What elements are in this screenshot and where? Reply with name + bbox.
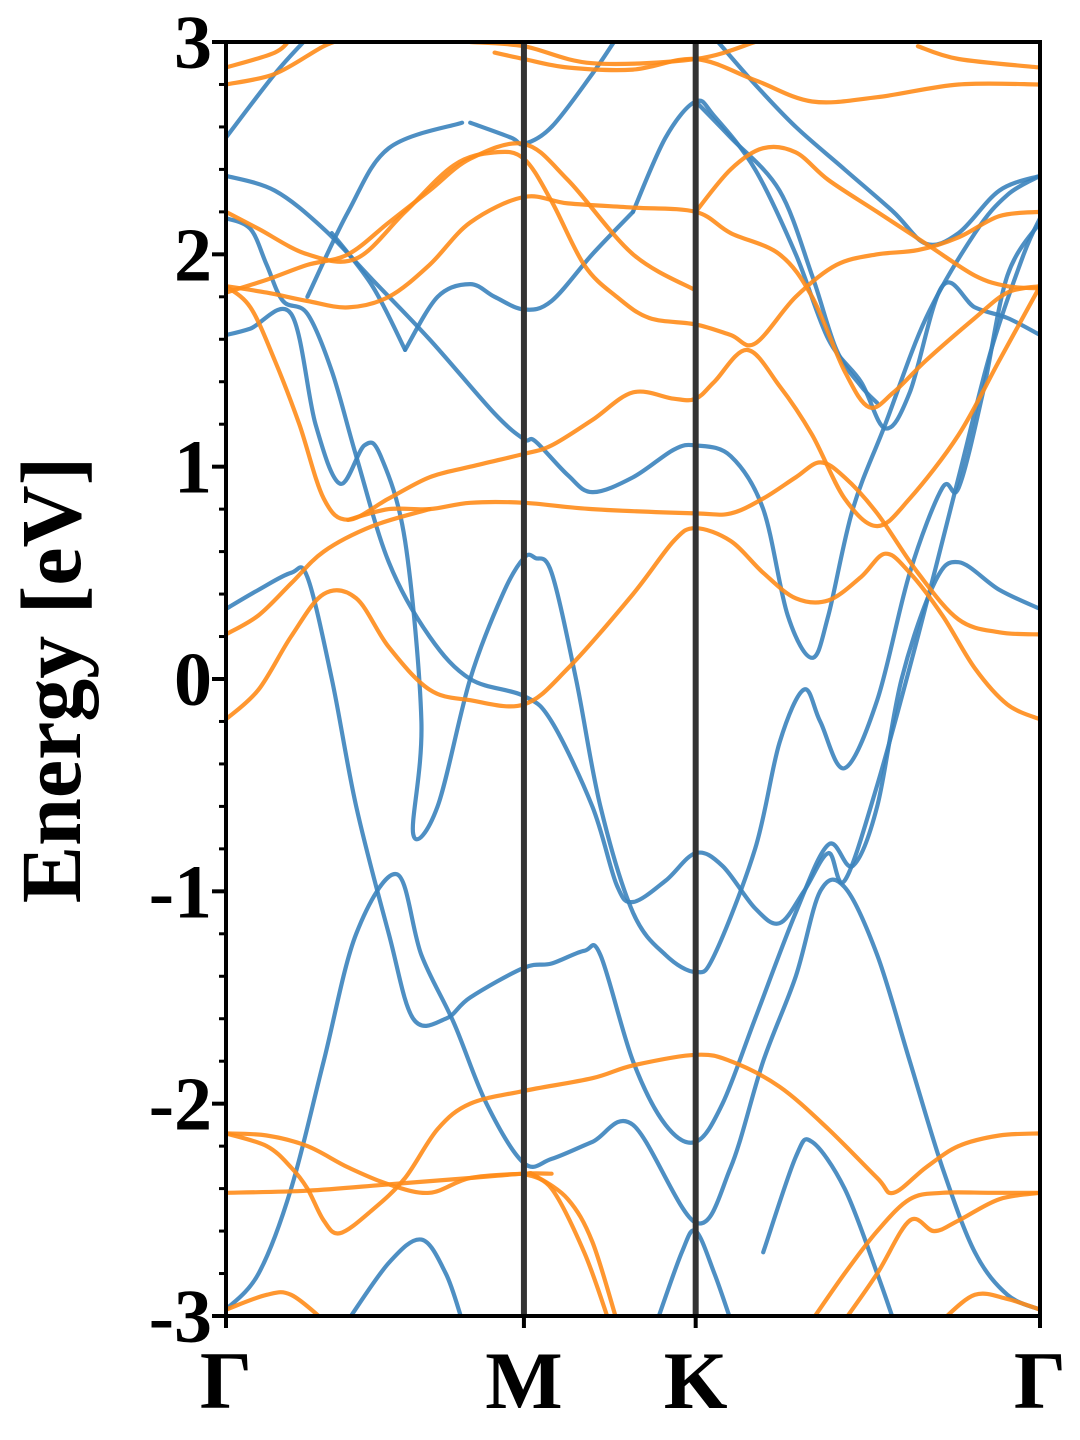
band-down-16 — [226, 42, 341, 87]
band-down-30 — [226, 1170, 618, 1316]
band-up-10 — [305, 120, 465, 299]
band-up-15 — [715, 42, 1040, 247]
band-down-18 — [492, 50, 1040, 105]
y-tick-label: 2 — [174, 213, 212, 297]
band-up-0 — [226, 42, 307, 140]
band-down-23 — [226, 141, 698, 295]
band-down-17 — [226, 42, 291, 70]
y-tick-label: 0 — [174, 638, 212, 722]
band-down-34 — [845, 1190, 1040, 1316]
y-tick-label: -3 — [149, 1275, 212, 1359]
y-tick-label: 1 — [174, 426, 212, 510]
band-down-20 — [915, 44, 1040, 70]
band-up-2 — [226, 216, 1040, 926]
band-down-31 — [226, 1052, 1040, 1236]
kpoint-label-2: K — [664, 1335, 728, 1426]
band-up-14 — [693, 99, 880, 406]
band-up-6 — [348, 1237, 463, 1316]
kpoint-lines — [520, 42, 699, 1316]
y-tick-label: -1 — [149, 850, 212, 934]
y-tick-label: -2 — [149, 1063, 212, 1147]
kpoint-label-1: M — [485, 1335, 562, 1426]
kpoint-label-3: Γ — [1014, 1335, 1066, 1426]
band-down-24 — [693, 144, 1040, 291]
y-axis-ticks: 3 2 1 0 -1 -2 -3 — [149, 1, 226, 1359]
band-down-25 — [226, 284, 1040, 529]
band-down-21 — [226, 149, 1040, 348]
y-axis-label: Energy [eV] — [3, 457, 99, 904]
band-down-35 — [226, 1290, 322, 1316]
band-down-28 — [226, 526, 1040, 722]
band-down-19 — [468, 42, 758, 67]
band-up-12 — [403, 209, 636, 352]
y-tick-label: 3 — [174, 1, 212, 85]
band-up-4 — [226, 559, 1040, 1145]
band-down-33 — [812, 1190, 1040, 1316]
band-down-22 — [226, 194, 1040, 410]
band-up-3 — [226, 220, 1040, 975]
band-up-13 — [329, 231, 408, 352]
band-up-9 — [468, 42, 617, 147]
band-down-36 — [943, 1291, 1040, 1316]
band-up-5 — [226, 872, 1040, 1312]
kpoint-label-0: Γ — [200, 1335, 252, 1426]
band-down-32 — [521, 1171, 610, 1316]
band-down-26 — [346, 460, 1040, 637]
band-down-27 — [226, 507, 432, 637]
bands — [226, 42, 1040, 1316]
